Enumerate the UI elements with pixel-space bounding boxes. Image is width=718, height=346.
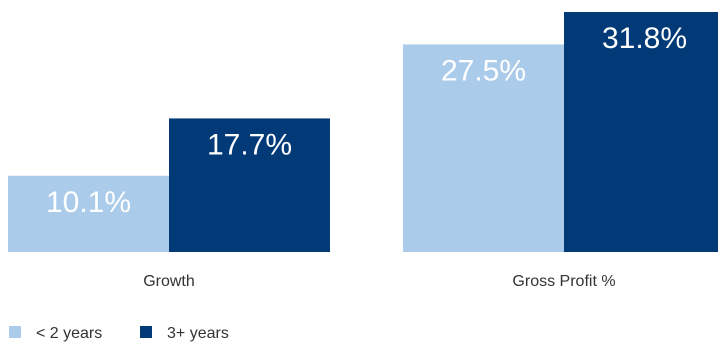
legend: < 2 years 3+ years [9, 325, 229, 342]
legend-label-3plus-years: 3+ years [167, 325, 229, 342]
category-label-growth: Growth [143, 273, 195, 290]
data-label-growth-3plus-years: 17.7% [207, 128, 292, 161]
category-labels-group: Growth Gross Profit % [143, 273, 615, 290]
bar-gross-profit-3plus-years [564, 12, 718, 252]
legend-swatch-3plus-years [140, 326, 152, 338]
data-label-gross-profit-3plus-years: 31.8% [602, 22, 687, 55]
bar-labels-group: 10.1% 17.7% 27.5% 31.8% [46, 22, 687, 219]
bar-growth-3plus-years [169, 118, 330, 252]
legend-swatch-lt-2-years [9, 326, 21, 338]
legend-label-lt-2-years: < 2 years [36, 325, 102, 342]
data-label-gross-profit-lt-2-years: 27.5% [441, 54, 526, 87]
category-label-gross-profit: Gross Profit % [512, 273, 615, 290]
bars-group [8, 12, 718, 252]
data-label-growth-lt-2-years: 10.1% [46, 186, 131, 219]
bar-growth-lt-2-years [8, 175, 169, 252]
bar-gross-profit-lt-2-years [403, 44, 564, 252]
